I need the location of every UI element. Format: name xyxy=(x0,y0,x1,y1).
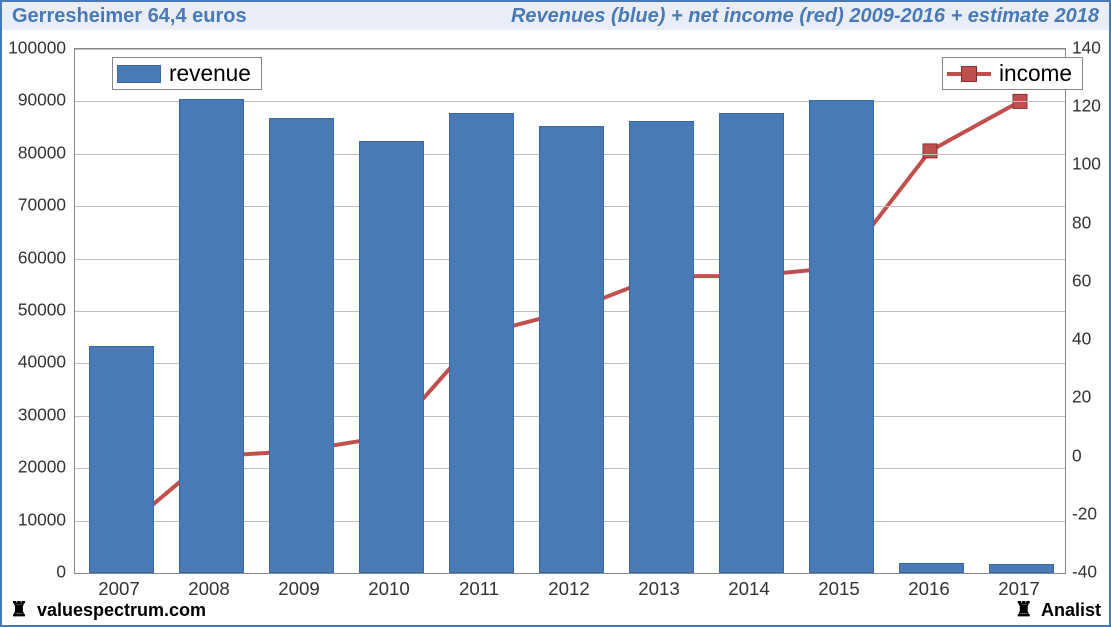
ytick-right: 140 xyxy=(1072,38,1101,59)
ytick-right: 20 xyxy=(1072,387,1091,408)
revenue-bar xyxy=(989,564,1054,573)
ytick-left: 60000 xyxy=(2,247,66,268)
ytick-right: 0 xyxy=(1072,445,1082,466)
ytick-right: 120 xyxy=(1072,96,1101,117)
xtick: 2017 xyxy=(998,578,1040,600)
plot-area xyxy=(74,48,1066,574)
title-right: Revenues (blue) + net income (red) 2009-… xyxy=(511,5,1099,28)
revenue-bar xyxy=(269,118,334,573)
ytick-right: 40 xyxy=(1072,329,1091,350)
xtick: 2014 xyxy=(728,578,770,600)
legend-income: income xyxy=(942,57,1083,90)
ytick-right: 80 xyxy=(1072,212,1091,233)
ytick-right: -40 xyxy=(1072,562,1097,583)
ytick-left: 40000 xyxy=(2,352,66,373)
ytick-left: 10000 xyxy=(2,509,66,530)
xtick: 2015 xyxy=(818,578,860,600)
legend-revenue: revenue xyxy=(112,57,262,90)
revenue-bar xyxy=(629,121,694,573)
revenue-bar xyxy=(899,563,964,573)
xtick: 2007 xyxy=(98,578,140,600)
ytick-left: 70000 xyxy=(2,195,66,216)
ytick-left: 80000 xyxy=(2,142,66,163)
ytick-right: 60 xyxy=(1072,270,1091,291)
xtick: 2010 xyxy=(368,578,410,600)
xtick: 2013 xyxy=(638,578,680,600)
revenue-bar xyxy=(89,346,154,573)
legend-revenue-label: revenue xyxy=(169,60,251,87)
ytick-left: 90000 xyxy=(2,90,66,111)
footer-right: ♜ Analist xyxy=(1015,600,1101,621)
gridline xyxy=(75,49,1065,50)
footer-right-text: Analist xyxy=(1041,600,1101,620)
xtick: 2008 xyxy=(188,578,230,600)
revenue-bar xyxy=(179,99,244,573)
legend-income-swatch xyxy=(947,65,991,83)
revenue-bar xyxy=(359,141,424,573)
ytick-right: -20 xyxy=(1072,503,1097,524)
xtick: 2011 xyxy=(459,578,499,600)
ytick-left: 20000 xyxy=(2,457,66,478)
rook-icon: ♜ xyxy=(10,600,28,620)
legend-revenue-swatch xyxy=(117,65,161,83)
revenue-bar xyxy=(719,113,784,574)
ytick-left: 30000 xyxy=(2,404,66,425)
ytick-left: 50000 xyxy=(2,300,66,321)
income-marker xyxy=(923,144,937,158)
rook-icon: ♜ xyxy=(1015,600,1033,620)
ytick-right: 100 xyxy=(1072,154,1101,175)
xtick: 2012 xyxy=(548,578,590,600)
chart-frame: Gerresheimer 64,4 euros Revenues (blue) … xyxy=(0,0,1111,627)
xtick: 2016 xyxy=(908,578,950,600)
footer-left: ♜ valuespectrum.com xyxy=(10,600,206,621)
ytick-left: 0 xyxy=(2,562,66,583)
footer: ♜ valuespectrum.com ♜ Analist xyxy=(4,597,1107,623)
xtick: 2009 xyxy=(278,578,320,600)
ytick-left: 100000 xyxy=(2,38,66,59)
legend-income-label: income xyxy=(999,60,1072,87)
titlebar: Gerresheimer 64,4 euros Revenues (blue) … xyxy=(2,2,1109,30)
revenue-bar xyxy=(449,113,514,574)
revenue-bar xyxy=(809,100,874,573)
title-left: Gerresheimer 64,4 euros xyxy=(12,5,247,28)
revenue-bar xyxy=(539,126,604,573)
footer-left-text: valuespectrum.com xyxy=(37,600,206,620)
